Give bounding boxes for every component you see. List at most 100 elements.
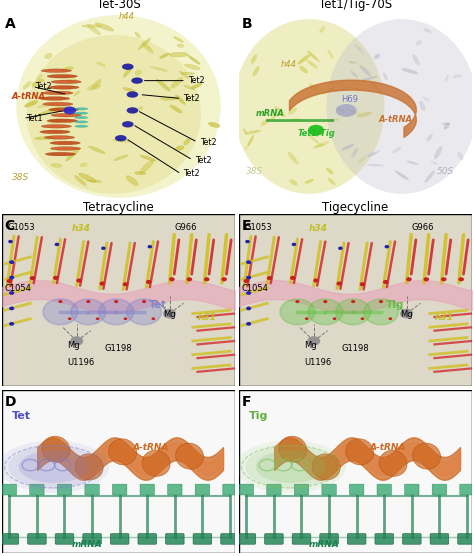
Text: U1196: U1196 <box>304 358 332 367</box>
FancyBboxPatch shape <box>375 534 393 544</box>
Circle shape <box>127 299 162 325</box>
Ellipse shape <box>137 106 143 112</box>
Text: h44: h44 <box>118 12 135 21</box>
Ellipse shape <box>279 436 307 462</box>
Ellipse shape <box>96 62 106 66</box>
FancyBboxPatch shape <box>110 534 129 544</box>
Ellipse shape <box>122 63 134 70</box>
Ellipse shape <box>89 146 105 153</box>
Circle shape <box>246 322 251 326</box>
Ellipse shape <box>253 66 259 76</box>
Ellipse shape <box>442 122 450 125</box>
Ellipse shape <box>327 19 474 194</box>
Ellipse shape <box>74 175 86 186</box>
Ellipse shape <box>47 75 77 78</box>
Text: Tet2: Tet2 <box>188 76 205 85</box>
Circle shape <box>99 299 134 325</box>
Circle shape <box>280 299 315 325</box>
Circle shape <box>70 336 83 346</box>
Text: Tet: Tet <box>149 300 167 310</box>
FancyBboxPatch shape <box>430 534 449 544</box>
Text: D: D <box>5 395 16 409</box>
Ellipse shape <box>43 91 73 95</box>
FancyBboxPatch shape <box>239 214 472 385</box>
FancyBboxPatch shape <box>320 534 338 544</box>
Ellipse shape <box>274 106 285 117</box>
Ellipse shape <box>87 180 102 182</box>
Ellipse shape <box>74 112 88 115</box>
Circle shape <box>458 277 464 281</box>
Text: E: E <box>242 219 251 234</box>
Ellipse shape <box>41 69 72 72</box>
FancyBboxPatch shape <box>377 484 392 495</box>
Ellipse shape <box>109 439 137 465</box>
Text: U1196: U1196 <box>67 358 95 367</box>
Circle shape <box>146 280 152 284</box>
Text: Tet2: Tet2 <box>200 138 217 147</box>
Circle shape <box>123 282 128 286</box>
Circle shape <box>351 300 356 303</box>
Ellipse shape <box>177 44 184 47</box>
FancyBboxPatch shape <box>223 484 237 495</box>
Ellipse shape <box>251 54 257 64</box>
Circle shape <box>406 277 412 281</box>
Ellipse shape <box>406 161 419 165</box>
Circle shape <box>71 299 106 325</box>
Title: Tetracycline: Tetracycline <box>83 201 154 214</box>
Ellipse shape <box>184 86 195 90</box>
Circle shape <box>308 299 343 325</box>
Text: A-tRNA: A-tRNA <box>379 115 413 125</box>
Ellipse shape <box>184 64 200 70</box>
Ellipse shape <box>74 116 88 119</box>
Ellipse shape <box>170 105 182 113</box>
FancyBboxPatch shape <box>322 484 336 495</box>
Ellipse shape <box>288 152 299 165</box>
Ellipse shape <box>39 108 59 115</box>
Ellipse shape <box>235 440 346 493</box>
Circle shape <box>400 309 413 319</box>
Ellipse shape <box>32 82 37 87</box>
Circle shape <box>9 322 14 326</box>
FancyBboxPatch shape <box>349 484 364 495</box>
Ellipse shape <box>341 144 354 151</box>
Text: B: B <box>242 17 252 31</box>
Ellipse shape <box>140 155 156 161</box>
Ellipse shape <box>328 49 334 59</box>
Circle shape <box>76 279 82 282</box>
Circle shape <box>305 317 309 320</box>
Ellipse shape <box>49 108 79 111</box>
Ellipse shape <box>339 85 354 88</box>
Ellipse shape <box>365 150 381 157</box>
Ellipse shape <box>53 105 67 108</box>
Ellipse shape <box>18 450 88 483</box>
Ellipse shape <box>74 125 88 128</box>
Text: G1198: G1198 <box>342 344 369 353</box>
Ellipse shape <box>431 161 438 165</box>
Ellipse shape <box>122 121 134 127</box>
FancyBboxPatch shape <box>2 484 17 495</box>
Text: Mg: Mg <box>304 341 317 350</box>
Text: G1198: G1198 <box>105 344 132 353</box>
Circle shape <box>290 276 296 280</box>
Ellipse shape <box>127 91 138 98</box>
Ellipse shape <box>138 38 151 49</box>
Ellipse shape <box>127 107 138 113</box>
Ellipse shape <box>79 173 96 182</box>
Text: h44: h44 <box>281 59 297 69</box>
Text: h34: h34 <box>72 224 91 234</box>
FancyBboxPatch shape <box>2 390 235 553</box>
Ellipse shape <box>42 436 70 462</box>
Text: mRNA: mRNA <box>255 110 284 118</box>
Ellipse shape <box>51 113 81 117</box>
Circle shape <box>246 276 251 280</box>
Title: Tigecycline: Tigecycline <box>322 201 389 214</box>
FancyBboxPatch shape <box>168 484 182 495</box>
Text: Tet2: Tet2 <box>183 170 200 178</box>
Ellipse shape <box>322 87 335 95</box>
Ellipse shape <box>349 61 358 64</box>
Circle shape <box>361 317 365 320</box>
FancyBboxPatch shape <box>239 484 254 495</box>
Ellipse shape <box>347 109 362 116</box>
Circle shape <box>307 336 320 346</box>
Ellipse shape <box>123 66 133 77</box>
